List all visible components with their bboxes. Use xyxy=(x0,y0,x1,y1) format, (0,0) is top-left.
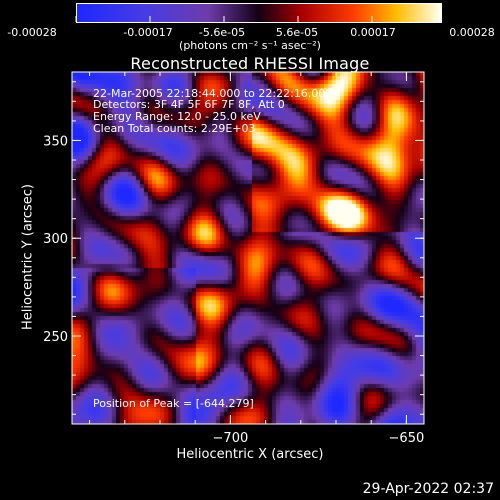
colorbar-tick-label: 0.00028 xyxy=(449,26,495,39)
colorbar-tick-label: -0.00017 xyxy=(123,26,173,39)
annotation-detectors: Detectors: 3F 4F 5F 6F 7F 8F, Att 0 xyxy=(93,98,285,111)
y-tick-label: 250 xyxy=(43,330,68,345)
annotation-energy: Energy Range: 12.0 - 25.0 keV xyxy=(93,110,261,123)
y-tick-label: 300 xyxy=(43,232,68,247)
annotation-clean: Clean Total counts: 2.29E+03 xyxy=(93,122,256,135)
x-tick-label: −700 xyxy=(213,431,249,446)
y-tick-label: 350 xyxy=(43,134,68,149)
timestamp: 29-Apr-2022 02:37 xyxy=(362,481,494,497)
plot-frame xyxy=(71,71,425,425)
x-tick-label: −650 xyxy=(389,431,425,446)
annotation-peak: Position of Peak = [-644.279] xyxy=(93,397,254,410)
colorbar-tick-label: -0.00028 xyxy=(7,26,57,39)
colorbar-units: (photons cm⁻² s⁻¹ asec⁻²) xyxy=(179,39,321,52)
image-heatmap xyxy=(72,72,424,424)
x-axis-label: Heliocentric X (arcsec) xyxy=(176,447,324,462)
annotation-time: 22-Mar-2005 22:18:44.000 to 22:22:16.000 xyxy=(93,87,333,100)
colorbar-tick-label: 0.00017 xyxy=(350,26,396,39)
colorbar xyxy=(76,3,442,23)
colorbar-ticks xyxy=(75,16,441,22)
chart-title: Reconstructed RHESSI Image xyxy=(130,54,370,73)
colorbar-tick-label: 5.6e-05 xyxy=(275,26,319,39)
colorbar-tick-label: -5.6e-05 xyxy=(198,26,246,39)
y-axis-label: Heliocentric Y (arcsec) xyxy=(20,184,36,330)
